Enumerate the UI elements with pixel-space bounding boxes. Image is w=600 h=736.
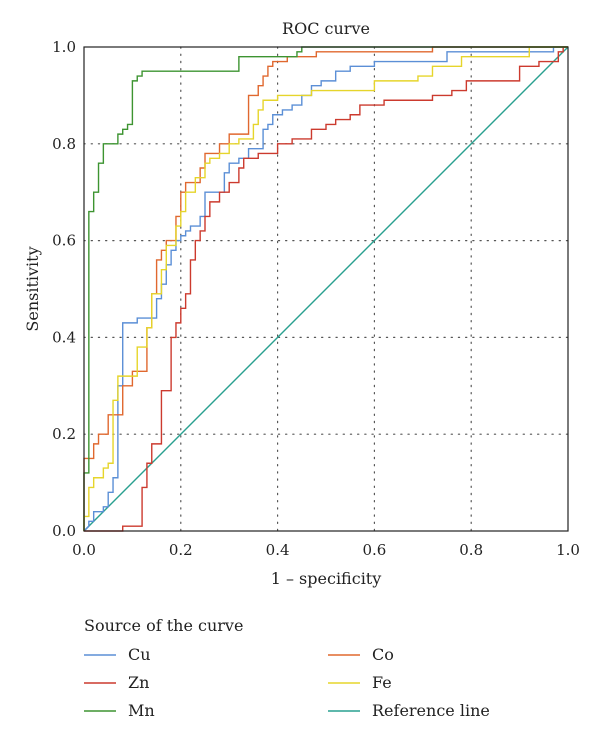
series-line-zn [84,46,568,532]
legend-item-co: Co [328,645,394,664]
y-tick-label-2: 0.4 [52,328,76,346]
legend-label-cu: Cu [128,645,151,664]
x-axis-ticks: 0.0 0.2 0.4 0.6 0.8 1.0 [72,541,580,559]
legend-item-fe: Fe [328,673,392,692]
series-line-cu [83,46,568,532]
legend-title: Source of the curve [84,616,243,635]
x-tick-label-2: 0.4 [266,541,290,559]
legend-item-mn: Mn [84,701,155,720]
plot-frame [83,46,569,532]
y-axis-title: Sensitivity [23,246,42,331]
legend-label-fe: Fe [372,673,392,692]
series-layer [83,46,568,532]
series-line-mn [83,46,568,531]
legend-item-zn: Zn [84,673,149,692]
legend-label-reference-line: Reference line [372,701,490,720]
y-tick-label-4: 0.8 [52,135,76,153]
x-tick-label-3: 0.6 [362,541,386,559]
legend-item-reference-line: Reference line [328,701,490,720]
grid-lines [83,46,569,532]
series-line-reference-line [83,46,569,532]
y-tick-label-1: 0.2 [52,425,76,443]
x-tick-label-0: 0.0 [72,541,96,559]
legend: Cu Co Zn Fe Mn Reference line [84,645,490,720]
legend-label-co: Co [372,645,394,664]
reference-layer [83,46,569,532]
legend-label-zn: Zn [128,673,149,692]
chart-title: ROC curve [282,19,370,38]
x-tick-label-5: 1.0 [556,541,580,559]
y-tick-label-3: 0.6 [52,232,76,250]
series-line-fe [83,46,568,531]
y-tick-label-5: 1.0 [52,38,76,56]
y-axis-ticks: 0.0 0.2 0.4 0.6 0.8 1.0 [52,38,76,540]
legend-label-mn: Mn [128,701,155,720]
x-axis-title: 1 – specificity [271,569,382,588]
x-tick-label-1: 0.2 [169,541,193,559]
legend-item-cu: Cu [84,645,151,664]
x-tick-label-4: 0.8 [459,541,483,559]
y-tick-label-0: 0.0 [52,522,76,540]
